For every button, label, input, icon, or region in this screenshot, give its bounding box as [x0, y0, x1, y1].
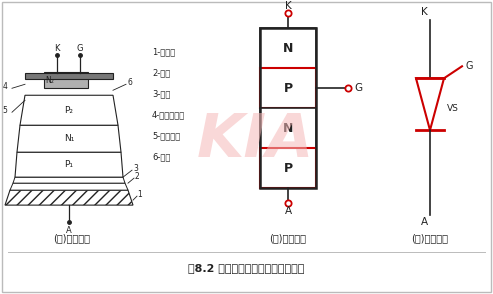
Text: P: P [283, 162, 292, 175]
Text: N₂: N₂ [45, 76, 54, 85]
Text: K: K [421, 7, 427, 17]
Polygon shape [13, 177, 125, 183]
Text: K: K [284, 1, 291, 11]
Bar [44, 72, 88, 88]
Polygon shape [416, 78, 444, 130]
Text: 5-金锐茅片: 5-金锐茅片 [152, 132, 180, 141]
Text: G: G [77, 44, 83, 53]
Text: G: G [354, 83, 362, 93]
Text: VS: VS [447, 104, 459, 113]
Bar [260, 108, 316, 148]
Polygon shape [10, 183, 128, 190]
Text: 3: 3 [134, 164, 139, 173]
Text: 1-锐底座: 1-锐底座 [152, 48, 175, 57]
Text: 3-铝片: 3-铝片 [152, 90, 171, 99]
Text: P: P [283, 82, 292, 95]
Text: (ｂ)结构示意: (ｂ)结构示意 [270, 233, 307, 243]
Text: 5: 5 [2, 106, 7, 115]
Text: KIA: KIA [196, 111, 314, 170]
Text: A: A [421, 217, 427, 227]
Text: 4: 4 [2, 82, 7, 91]
Text: (ｃ)表示符号: (ｃ)表示符号 [412, 233, 449, 243]
Bar [260, 28, 316, 188]
Text: (ａ)内部结构: (ａ)内部结构 [54, 233, 91, 243]
Text: 图8.2 晶阀管的结构示意和表示符号: 图8.2 晶阀管的结构示意和表示符号 [188, 263, 304, 273]
Bar [260, 68, 316, 108]
Text: P₁: P₁ [65, 160, 73, 169]
Polygon shape [5, 190, 133, 205]
Text: 1: 1 [138, 190, 142, 199]
Text: N₁: N₁ [64, 134, 74, 143]
Polygon shape [20, 95, 118, 125]
Polygon shape [15, 152, 123, 177]
Text: 4-金钐合金片: 4-金钐合金片 [152, 111, 185, 120]
Text: 2: 2 [135, 172, 140, 181]
Polygon shape [25, 73, 113, 79]
Text: 2-鑰片: 2-鑰片 [152, 69, 170, 78]
Text: G: G [465, 61, 472, 71]
Text: N: N [283, 42, 293, 55]
Text: P₂: P₂ [65, 106, 73, 115]
Text: K: K [54, 44, 60, 53]
Text: N: N [283, 122, 293, 135]
Bar [260, 148, 316, 188]
Text: A: A [66, 225, 72, 235]
Text: 6-硅片: 6-硅片 [152, 153, 171, 162]
Bar [260, 28, 316, 68]
Polygon shape [17, 125, 121, 152]
Text: 6: 6 [128, 78, 133, 87]
Text: A: A [284, 206, 291, 216]
